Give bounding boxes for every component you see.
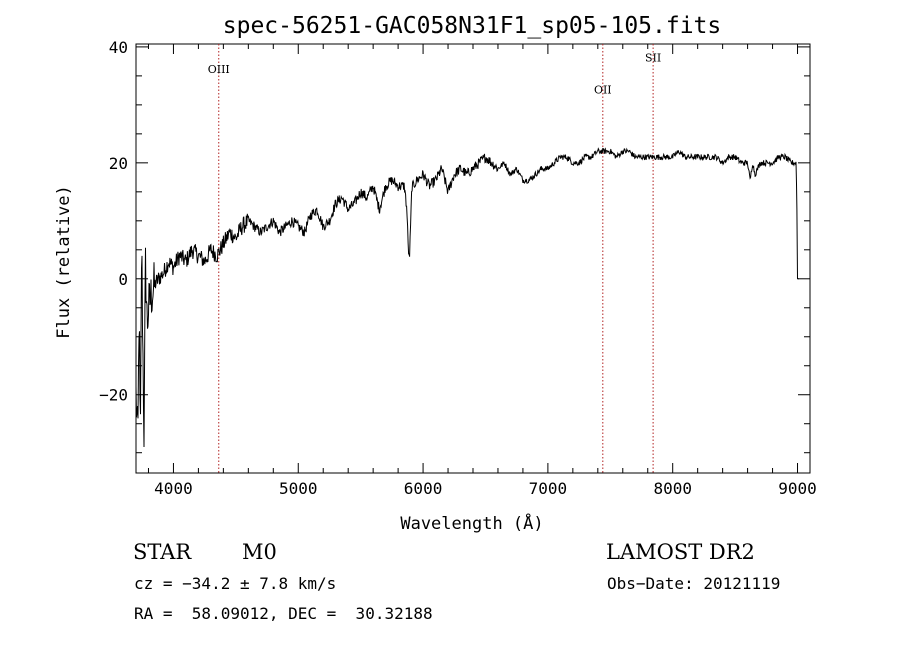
line-label-oiii: OIII (208, 63, 230, 76)
y-tick-label: 40 (109, 38, 128, 57)
velocity-readout: cz = −34.2 ± 7.8 km/s (134, 574, 337, 593)
y-axis-label: Flux (relative) (54, 185, 74, 339)
x-tick-label: 6000 (404, 479, 443, 498)
object-class: STAR (133, 540, 192, 564)
plot-frame (135, 43, 811, 474)
x-tick-label: 7000 (529, 479, 568, 498)
survey-name: LAMOST DR2 (606, 540, 755, 564)
x-tick-label: 4000 (154, 479, 193, 498)
x-tick-label: 9000 (778, 479, 817, 498)
x-tick-label: 5000 (279, 479, 318, 498)
y-tick-label: 20 (109, 154, 128, 173)
coordinates-readout: RA = 58.09012, DEC = 30.32188 (134, 604, 433, 623)
y-tick-label: −20 (99, 386, 128, 405)
plot-area: 4000 5000 6000 7000 8000 9000 −20 0 20 40 OIII OII S… (99, 38, 817, 498)
line-label-sii: SII (645, 51, 661, 64)
spectral-subclass: M0 (242, 540, 277, 564)
y-tick-label: 0 (118, 270, 128, 289)
x-tick-label: 8000 (653, 479, 692, 498)
x-axis-label: Wavelength (Å) (400, 512, 543, 534)
observation-date: Obs−Date: 20121119 (607, 574, 781, 593)
line-label-oii: OII (594, 83, 612, 96)
chart-title: spec-56251-GAC058N31F1_sp05-105.fits (223, 13, 722, 39)
spectrum-line (135, 147, 799, 448)
